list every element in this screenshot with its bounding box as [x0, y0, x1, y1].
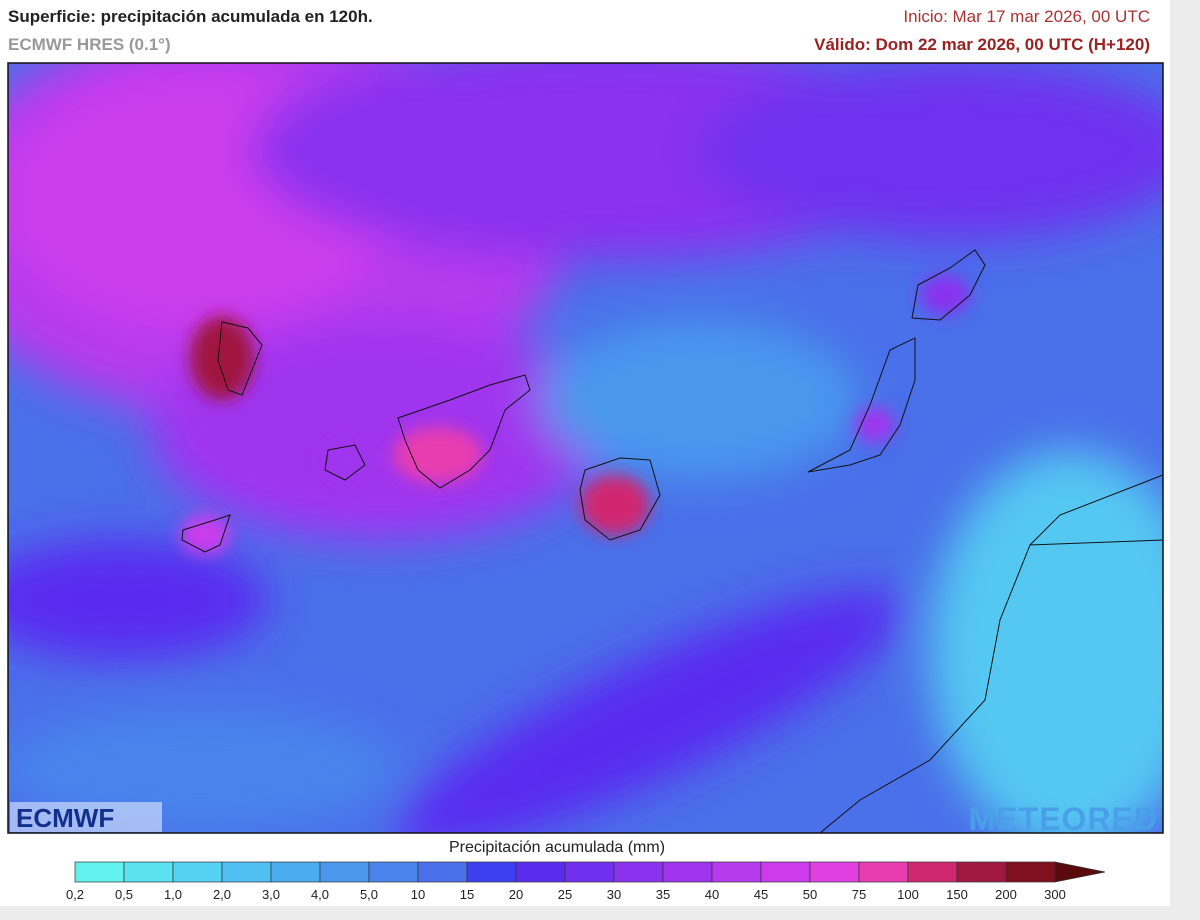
colorbar-label: 25 — [558, 887, 572, 902]
map-frame — [7, 62, 1164, 834]
colorbar-swatch — [1005, 861, 1056, 883]
colorbar-label: 45 — [754, 887, 768, 902]
ecmwf-logo: ECMWF — [10, 802, 162, 833]
colorbar-swatch — [123, 861, 174, 883]
colorbar-swatch — [270, 861, 321, 883]
colorbar-label: 40 — [705, 887, 719, 902]
colorbar-swatch — [74, 861, 125, 883]
colorbar-arrow — [1054, 861, 1106, 883]
colorbar-label: 300 — [1044, 887, 1066, 902]
colorbar-label: 2,0 — [213, 887, 231, 902]
init-time: Inicio: Mar 17 mar 2026, 00 UTC — [903, 7, 1150, 26]
coastlines — [181, 249, 1163, 833]
colorbar-label: 15 — [460, 887, 474, 902]
map-title: Superficie: precipitación acumulada en 1… — [8, 7, 373, 26]
colorbar-label: 10 — [411, 887, 425, 902]
colorbar-swatch — [221, 861, 272, 883]
colorbar-swatch — [515, 861, 566, 883]
precip-field — [8, 63, 1163, 833]
colorbar-label: 35 — [656, 887, 670, 902]
colorbar-swatch — [711, 861, 762, 883]
colorbar-swatch — [858, 861, 909, 883]
colorbar-swatch — [760, 861, 811, 883]
colorbar-swatch — [662, 861, 713, 883]
colorbar-label: 0,2 — [66, 887, 84, 902]
meteored-logo: METEORED — [969, 801, 1158, 837]
colorbar-label: 20 — [509, 887, 523, 902]
colorbar-swatch — [956, 861, 1007, 883]
colorbar-label: 1,0 — [164, 887, 182, 902]
colorbar-label: 0,5 — [115, 887, 133, 902]
colorbar-swatch — [466, 861, 517, 883]
colorbar-label: 3,0 — [262, 887, 280, 902]
legend-title: Precipitación acumulada (mm) — [449, 839, 665, 856]
colorbar-swatch — [319, 861, 370, 883]
colorbar-label: 4,0 — [311, 887, 329, 902]
colorbar-label: 50 — [803, 887, 817, 902]
ecmwf-text: ECMWF — [16, 803, 114, 833]
colorbar-label: 150 — [946, 887, 968, 902]
colorbar-swatch — [809, 861, 860, 883]
colorbar-label: 100 — [897, 887, 919, 902]
valid-time: Válido: Dom 22 mar 2026, 00 UTC (H+120) — [814, 35, 1150, 54]
colorbar-label: 30 — [607, 887, 621, 902]
colorbar-swatch — [368, 861, 419, 883]
colorbar-swatch — [172, 861, 223, 883]
colorbar-label: 5,0 — [360, 887, 378, 902]
colorbar-swatch — [417, 861, 468, 883]
colorbar-label: 75 — [852, 887, 866, 902]
colorbar-swatch — [564, 861, 615, 883]
colorbar-label: 200 — [995, 887, 1017, 902]
colorbar-swatch — [613, 861, 664, 883]
colorbar: 0,2 0,5 1,0 2,0 3,0 4,0 5,0 10 15 20 25 30 35 40 45 50 7… — [66, 861, 1106, 902]
model-name: ECMWF HRES (0.1°) — [8, 35, 171, 54]
colorbar-swatch — [907, 861, 958, 883]
